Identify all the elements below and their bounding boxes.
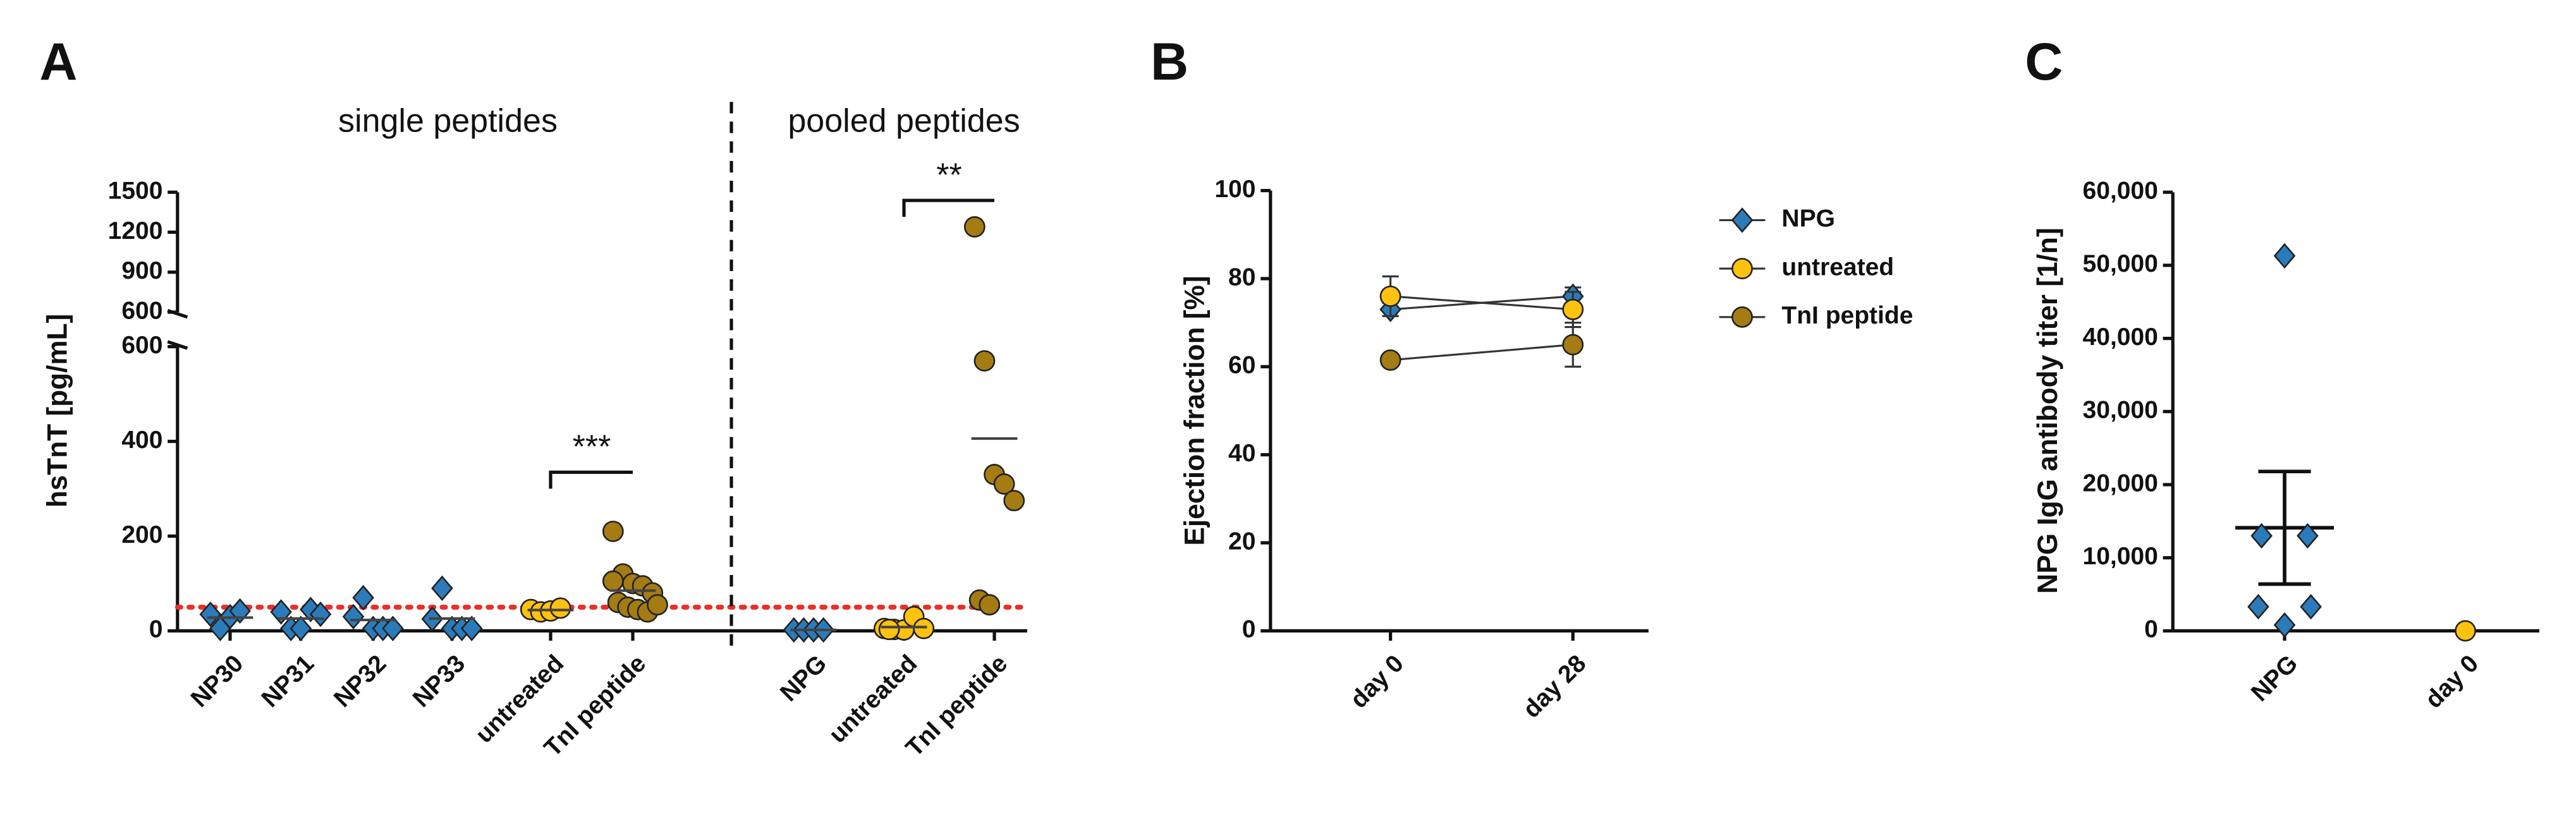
y-tick-label: 20 [1228,528,1255,555]
section-label: single peptides [338,103,558,140]
data-point [974,350,996,372]
data-point [1379,285,1401,307]
y-axis-label: hsTnT [pg/mL] [42,314,73,508]
panel-letter: B [1151,32,1188,91]
legend-label: NPG [1781,205,1835,233]
panel-letter: A [39,32,77,91]
y-tick-label: 200 [121,521,162,548]
data-point [1562,298,1584,320]
data-point [382,615,404,641]
data-point [2250,523,2273,549]
data-point [1379,349,1401,371]
data-point [963,216,986,238]
data-point [1731,306,1753,328]
series-line [1390,295,1573,311]
x-tick-label: day 28 [1518,650,1591,723]
y-axis-label: NPG IgG antibody titer [1/n] [2032,227,2063,593]
data-point [309,601,332,627]
x-tick-label: NP31 [257,650,319,712]
data-point [1731,207,1754,233]
data-point [342,603,365,630]
significance-bracket [902,198,995,217]
data-point [878,619,900,641]
data-point [199,601,222,627]
data-point [1003,490,1025,512]
y-tick-label: 600 [121,297,162,324]
data-point [1731,258,1753,280]
legend-label: untreated [1781,253,1894,281]
data-point [290,615,312,641]
y-tick-label: 60 [1228,352,1255,379]
data-point [2273,243,2296,269]
data-point [2300,594,2322,620]
y-tick-label: 600 [121,332,162,359]
data-point [2297,523,2319,549]
y-tick-label: 40 [1228,440,1255,467]
x-tick-label: day 0 [1345,650,1409,713]
x-tick-label: NPG [2246,650,2303,706]
data-point [431,575,453,602]
y-tick-label: 50,000 [2083,250,2158,277]
y-axis-label: Ejection fraction [%] [1179,275,1210,545]
x-tick-label: NPG [775,650,832,706]
x-tick-label: day 0 [2420,650,2484,713]
data-point [2273,612,2296,638]
data-point [647,594,668,616]
y-tick-label: 1500 [108,178,163,205]
data-point [993,473,1015,495]
legend-label: TnI peptide [1781,302,1913,329]
data-point [352,584,374,611]
x-tick-label: untreated [824,650,922,748]
x-tick-label: NP32 [329,650,391,712]
y-tick-label: 400 [121,427,162,454]
significance-bracket [549,470,633,489]
significance-label: *** [573,429,611,466]
y-tick-label: 80 [1228,263,1255,291]
x-tick-label: NP30 [186,650,248,712]
data-point [913,617,935,639]
data-point [549,597,571,619]
y-tick-label: 1200 [108,217,163,245]
panel-letter: C [2025,32,2063,91]
x-tick-label: NP33 [408,650,470,712]
y-tick-label: 60,000 [2083,178,2158,205]
section-label: pooled peptides [788,103,1020,140]
data-point [460,615,483,641]
significance-label: ** [936,157,961,194]
data-point [602,570,624,592]
data-point [2455,620,2476,642]
y-tick-label: 10,000 [2083,543,2158,570]
y-tick-label: 40,000 [2083,324,2158,351]
series-line [1390,343,1573,361]
data-point [1562,334,1584,356]
y-tick-label: 100 [1214,176,1255,203]
y-tick-label: 900 [121,257,162,284]
y-tick-label: 0 [149,616,163,643]
y-tick-label: 30,000 [2083,397,2158,424]
y-tick-label: 0 [2144,616,2158,643]
data-point [602,521,624,542]
y-tick-label: 0 [1242,616,1256,643]
data-point [2247,594,2269,620]
data-point [979,594,1001,616]
y-tick-label: 20,000 [2083,469,2158,497]
